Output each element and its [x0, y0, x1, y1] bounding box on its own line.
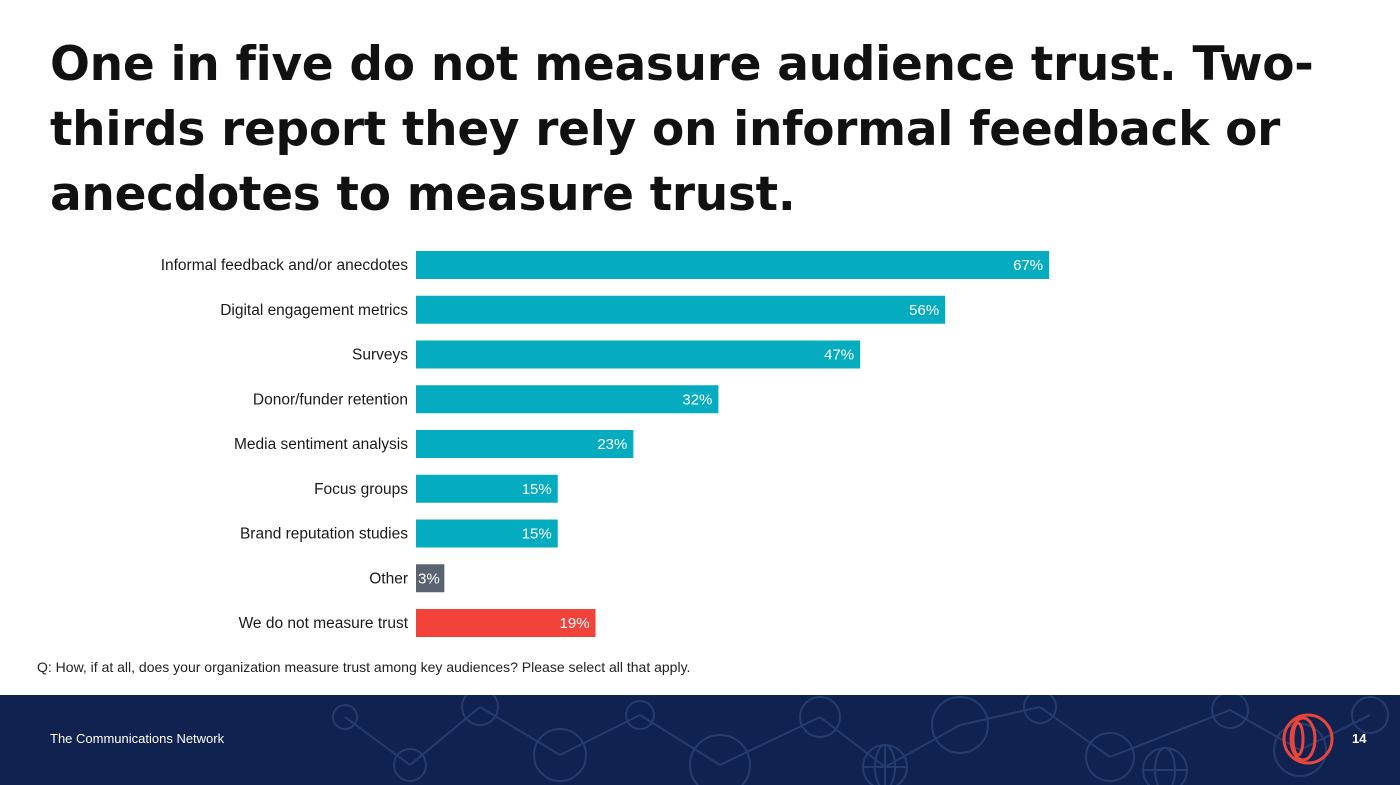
value-label-digital-engagement-metrics: 56% [909, 302, 939, 319]
bar-other [416, 564, 445, 593]
category-label-donor-funder-retention: Donor/funder retention [253, 391, 408, 408]
category-label-focus-groups: Focus groups [314, 481, 408, 498]
bar-we-do-not-measure-trust [416, 609, 596, 637]
category-label-media-sentiment-analysis: Media sentiment analysis [234, 436, 408, 453]
category-label-surveys: Surveys [352, 347, 408, 364]
page-number: 14 [1352, 731, 1367, 746]
bar-focus-groups [416, 474, 558, 503]
category-label-we-do-not-measure-trust: We do not measure trust [239, 615, 409, 632]
category-label-informal-feedback-and-or-anecdotes: Informal feedback and/or anecdotes [161, 257, 409, 274]
footer-bar: The Communications Network 14 [0, 695, 1400, 785]
bar-chart: Informal feedback and/or anecdotes 67% Dig… [161, 251, 1050, 637]
value-label-we-do-not-measure-trust: 19% [560, 615, 590, 632]
category-label-other: Other [369, 570, 408, 587]
bar-surveys [416, 340, 861, 369]
bar-informal-feedback-and-or-anecdotes [416, 251, 1050, 279]
value-label-focus-groups: 15% [522, 481, 552, 498]
value-label-other: 3% [418, 570, 440, 587]
bar-digital-engagement-metrics [416, 295, 946, 324]
bar-donor-funder-retention [416, 385, 719, 414]
value-label-media-sentiment-analysis: 23% [597, 436, 627, 453]
category-label-digital-engagement-metrics: Digital engagement metrics [220, 302, 408, 319]
survey-question: Q: How, if at all, does your organizatio… [37, 659, 691, 675]
organization-name: The Communications Network [50, 731, 225, 746]
bar-brand-reputation-studies [416, 519, 558, 548]
network-pattern-decoration [332, 695, 1389, 785]
slide-title: One in five do not measure audience trus… [50, 37, 1314, 222]
bar-media-sentiment-analysis [416, 430, 634, 458]
communications-network-logo-icon [1282, 713, 1334, 765]
value-label-informal-feedback-and-or-anecdotes: 67% [1013, 257, 1043, 274]
category-label-brand-reputation-studies: Brand reputation studies [240, 526, 408, 543]
value-label-brand-reputation-studies: 15% [522, 526, 552, 543]
value-label-donor-funder-retention: 32% [682, 391, 712, 408]
value-label-surveys: 47% [824, 347, 854, 364]
